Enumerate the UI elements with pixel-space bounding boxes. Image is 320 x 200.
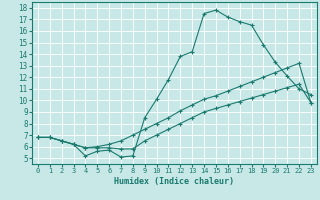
X-axis label: Humidex (Indice chaleur): Humidex (Indice chaleur) xyxy=(115,177,234,186)
